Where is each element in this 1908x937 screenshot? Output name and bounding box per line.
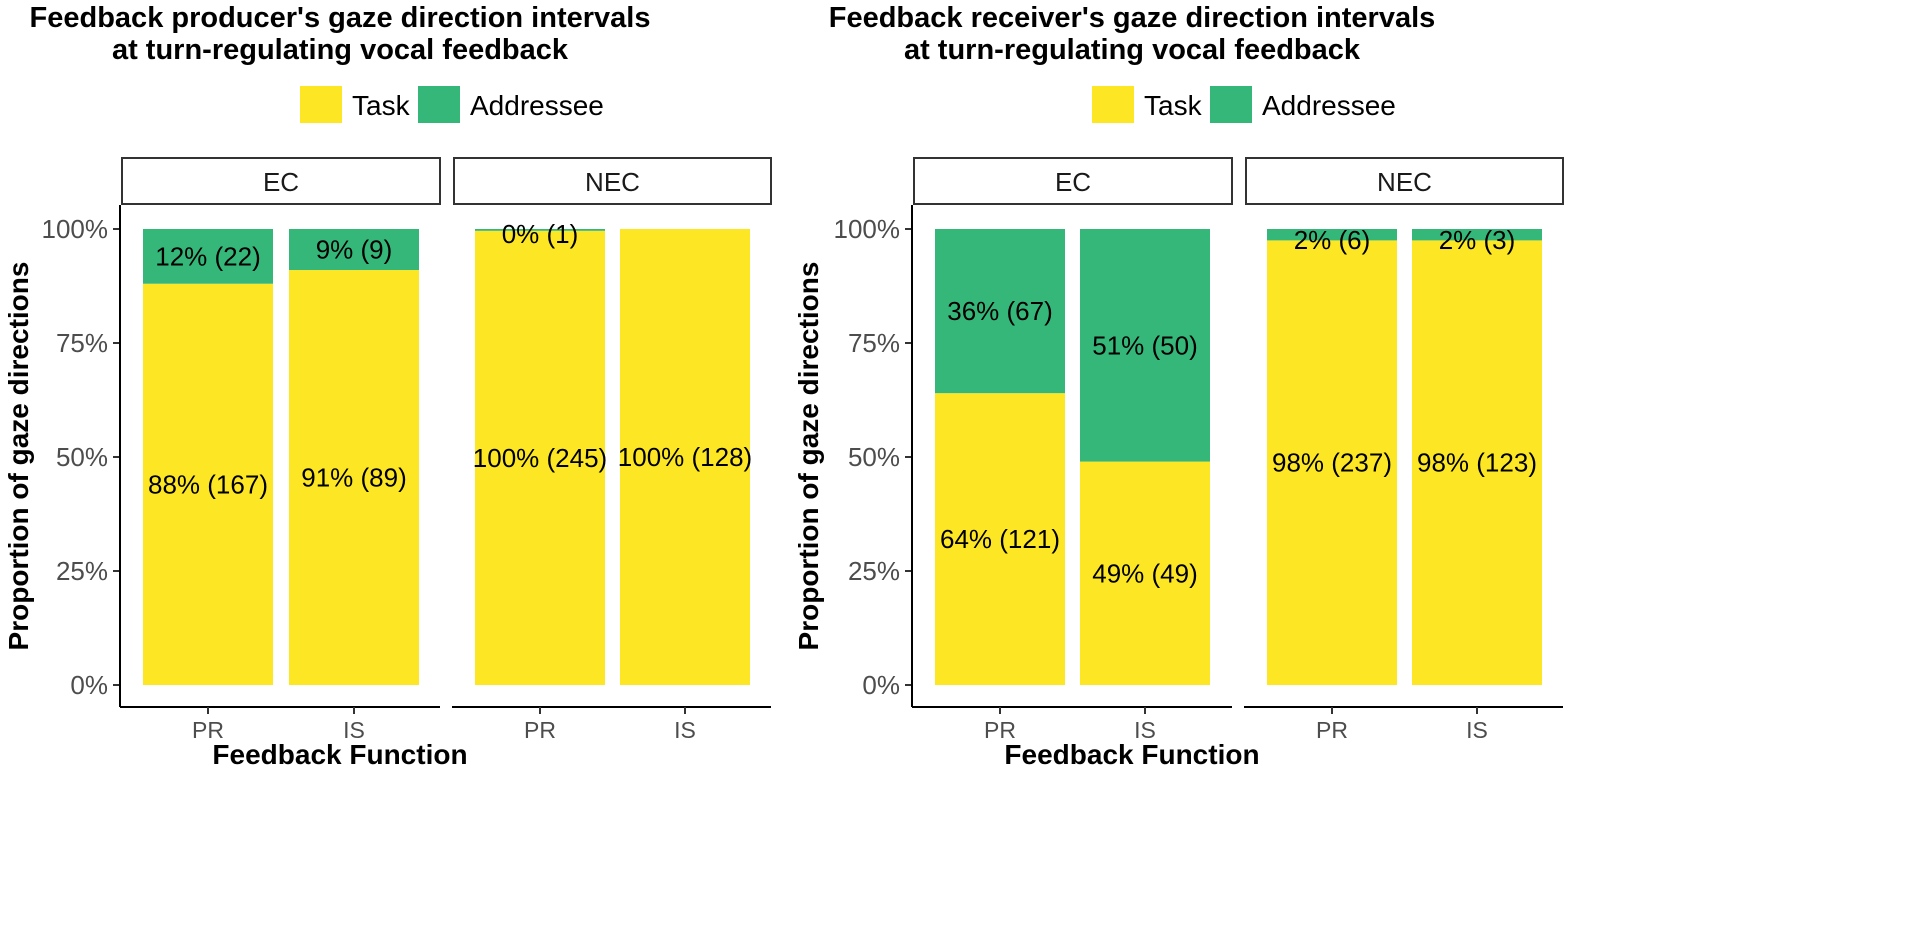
bar-task-ec-pr <box>143 283 273 685</box>
bar-data-label: 12% (22) <box>155 241 261 271</box>
bar-addressee-nec-pr <box>1267 229 1397 241</box>
bar-addressee-ec-is <box>1080 229 1210 462</box>
bar-data-label: 98% (123) <box>1417 448 1537 478</box>
legend-label-task: Task <box>352 90 411 121</box>
bar-data-label: 36% (67) <box>947 296 1053 326</box>
x-tick-label: PR <box>984 717 1016 743</box>
bar-task-nec-is <box>1412 240 1542 685</box>
x-axis-title: Feedback Function <box>1004 739 1259 770</box>
legend-key-addressee <box>418 86 460 123</box>
facet-strip-ec <box>121 157 441 205</box>
x-tick-label: PR <box>192 717 224 743</box>
facet-strip-label: NEC <box>1377 167 1432 197</box>
bar-task-ec-is <box>1080 461 1210 685</box>
bar-data-label: 100% (128) <box>618 442 752 472</box>
facet-strip-label: EC <box>1055 167 1091 197</box>
legend-key-task <box>1092 86 1134 123</box>
legend-key-addressee <box>1210 86 1252 123</box>
bar-addressee-ec-pr <box>935 229 1065 394</box>
y-tick-label: 100% <box>834 214 901 244</box>
bar-data-label: 88% (167) <box>148 469 268 499</box>
chart-title-line: Feedback receiver's gaze direction inter… <box>829 2 1436 34</box>
bar-data-label: 0% (1) <box>502 219 579 249</box>
bar-addressee-nec-is <box>1412 229 1542 241</box>
x-tick-label: IS <box>674 717 696 743</box>
x-axis-title: Feedback Function <box>212 739 467 770</box>
y-tick-label: 75% <box>56 328 108 358</box>
legend-label-addressee: Addressee <box>470 90 604 121</box>
chart-title-line: Feedback producer's gaze direction inter… <box>30 2 651 34</box>
bar-data-label: 2% (3) <box>1439 225 1516 255</box>
y-axis-title: Proportion of gaze directions <box>3 262 34 651</box>
legend-label-task: Task <box>1144 90 1203 121</box>
bar-task-nec-pr <box>475 230 605 685</box>
bar-data-label: 98% (237) <box>1272 448 1392 478</box>
bar-data-label: 51% (50) <box>1092 330 1198 360</box>
facet-strip-label: NEC <box>585 167 640 197</box>
x-tick-label: IS <box>1134 717 1156 743</box>
bar-addressee-nec-pr <box>475 229 605 231</box>
bar-addressee-ec-is <box>289 229 419 271</box>
bar-task-ec-pr <box>935 393 1065 685</box>
bar-data-label: 49% (49) <box>1092 558 1198 588</box>
bar-task-ec-is <box>289 270 419 685</box>
y-tick-label: 25% <box>848 556 900 586</box>
bar-data-label: 2% (6) <box>1294 225 1371 255</box>
facet-strip-nec <box>1245 157 1564 205</box>
chart-title-line: at turn-regulating vocal feedback <box>904 34 1361 66</box>
y-axis-title: Proportion of gaze directions <box>793 262 824 651</box>
x-tick-label: PR <box>1316 717 1348 743</box>
legend-label-addressee: Addressee <box>1262 90 1396 121</box>
y-tick-label: 50% <box>848 442 900 472</box>
bar-addressee-ec-pr <box>143 229 273 284</box>
y-tick-label: 0% <box>70 670 108 700</box>
bar-data-label: 100% (245) <box>473 443 607 473</box>
facet-strip-nec <box>453 157 772 205</box>
bar-task-nec-is <box>620 229 750 685</box>
chart-title-line: at turn-regulating vocal feedback <box>112 34 569 66</box>
x-tick-label: IS <box>1466 717 1488 743</box>
y-tick-label: 0% <box>862 670 900 700</box>
y-tick-label: 100% <box>42 214 109 244</box>
bar-data-label: 91% (89) <box>301 463 407 493</box>
x-tick-label: PR <box>524 717 556 743</box>
y-tick-label: 75% <box>848 328 900 358</box>
x-tick-label: IS <box>343 717 365 743</box>
legend-key-task <box>300 86 342 123</box>
bar-task-nec-pr <box>1267 240 1397 685</box>
y-tick-label: 25% <box>56 556 108 586</box>
bar-data-label: 64% (121) <box>940 524 1060 554</box>
facet-strip-label: EC <box>263 167 299 197</box>
y-tick-label: 50% <box>56 442 108 472</box>
facet-strip-ec <box>913 157 1233 205</box>
bar-data-label: 9% (9) <box>316 235 393 265</box>
